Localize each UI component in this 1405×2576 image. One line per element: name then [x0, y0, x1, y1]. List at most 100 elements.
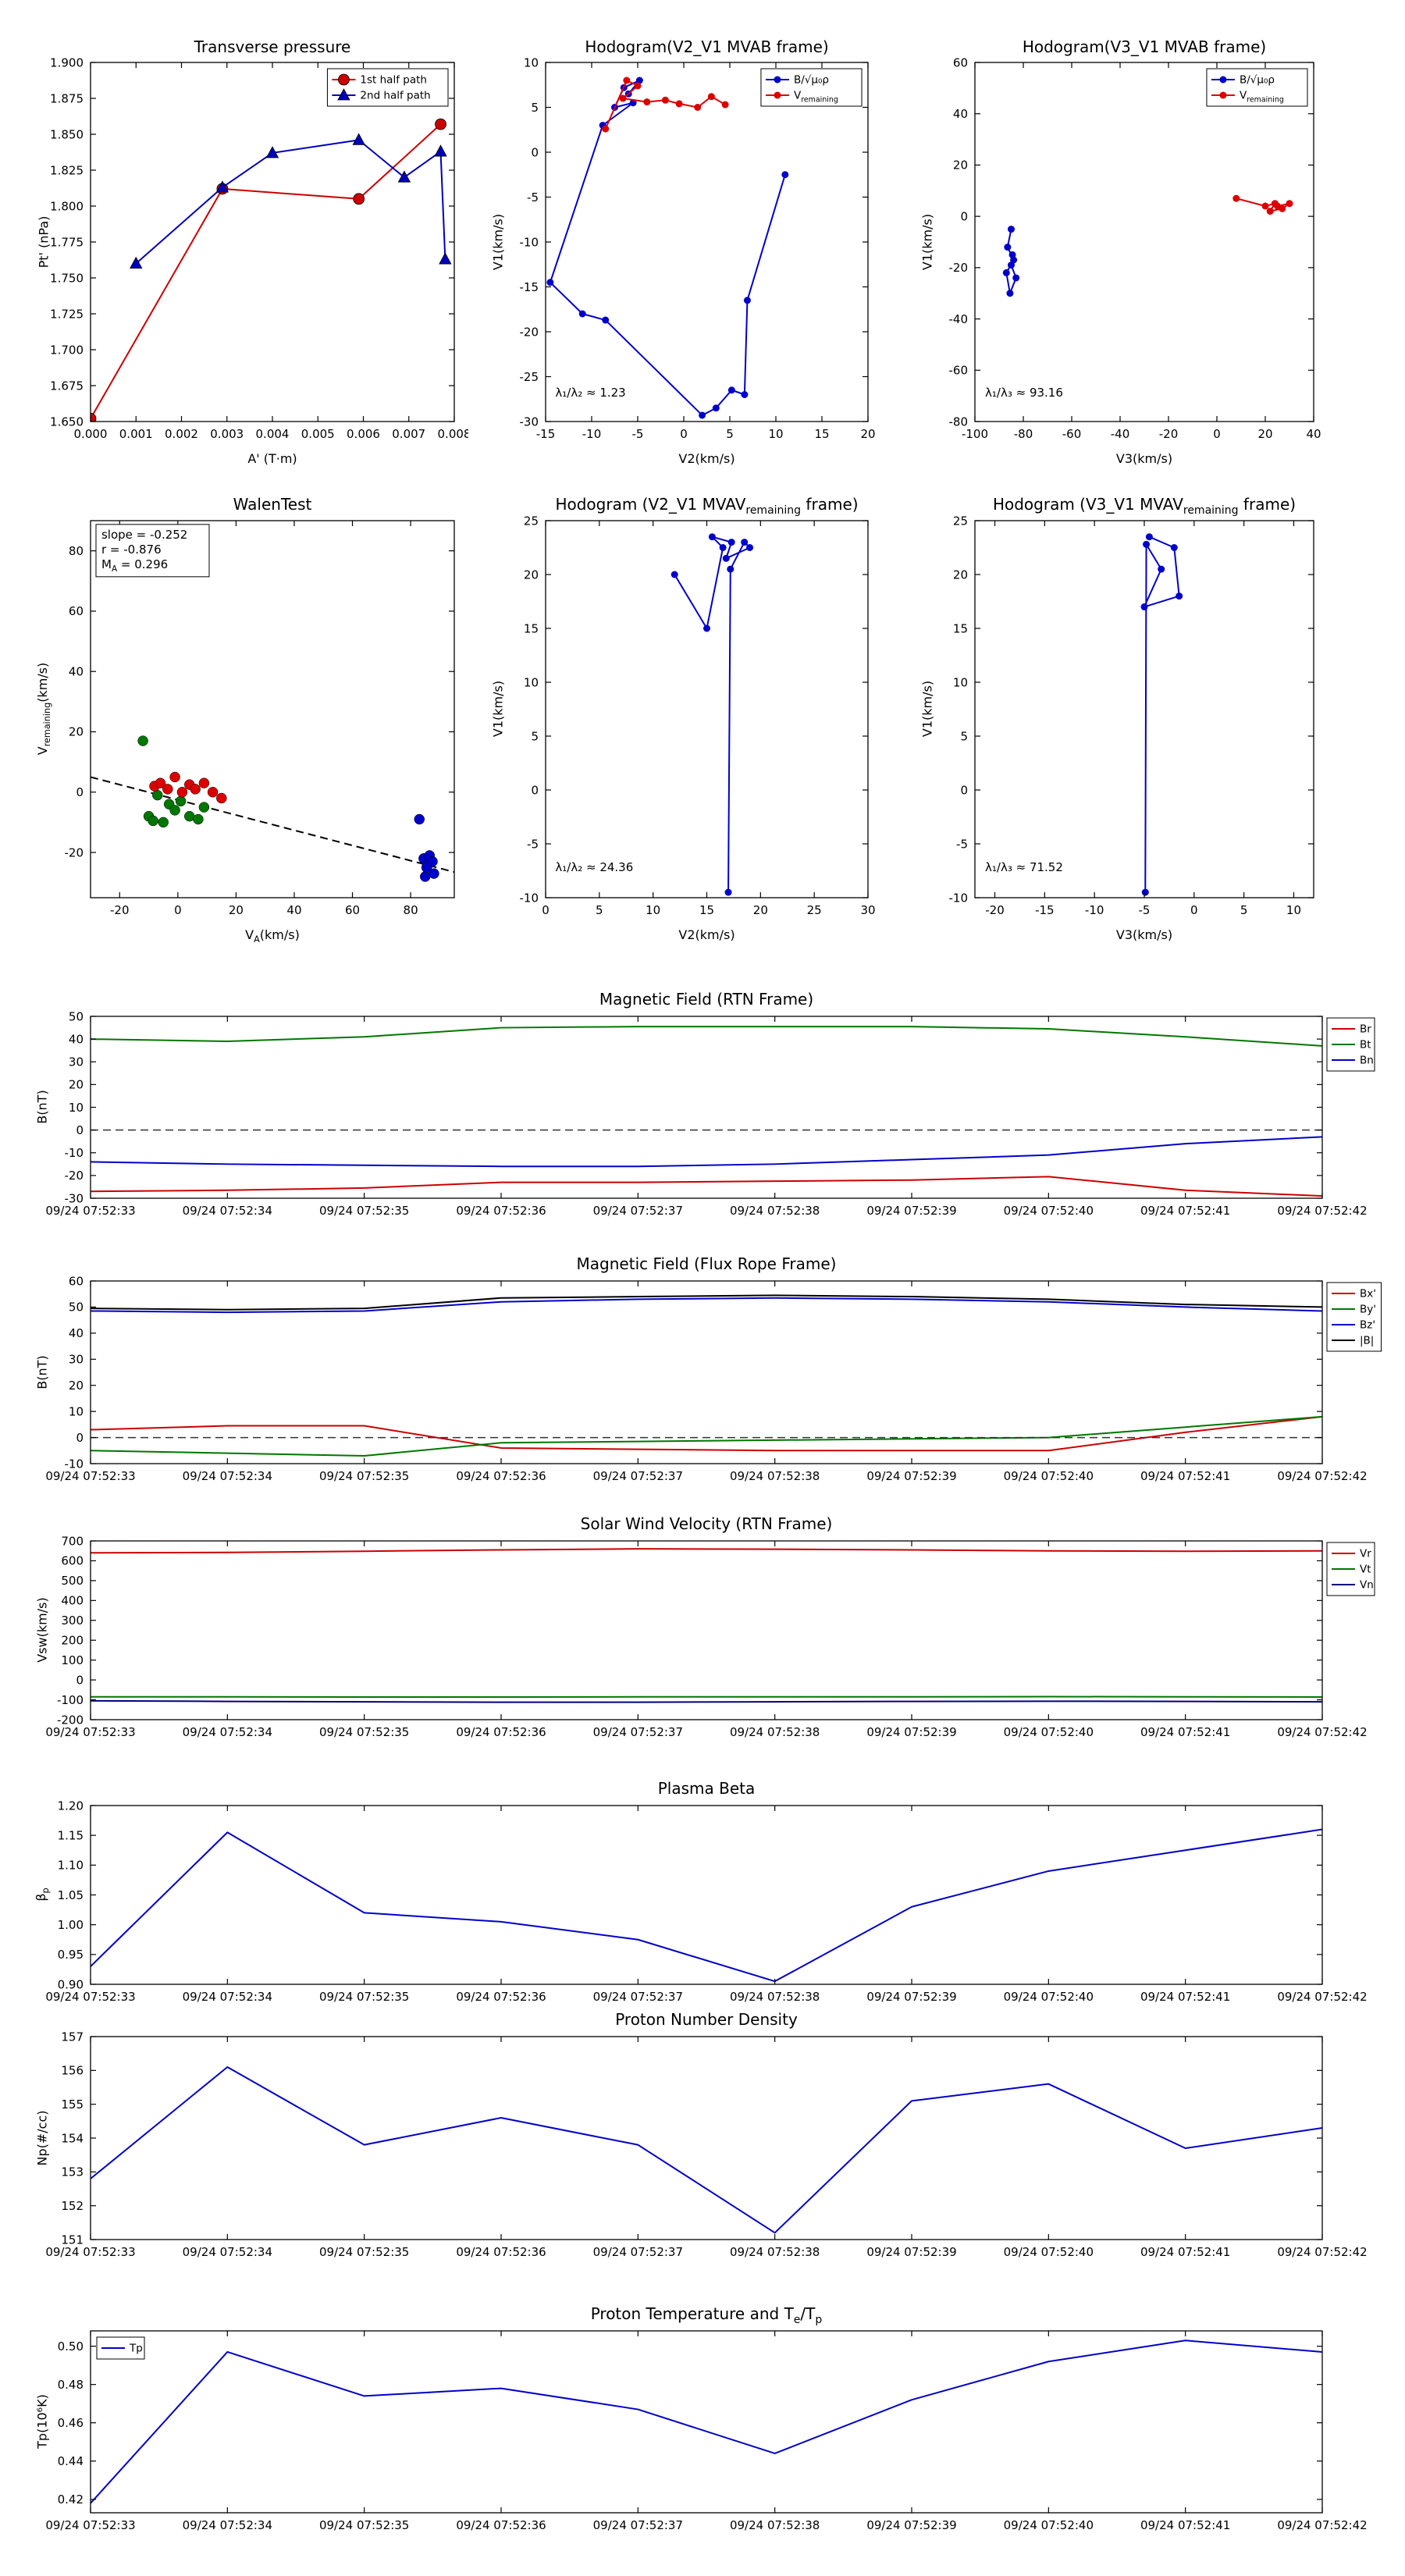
legend: B/√μ₀ρ Vremaining: [760, 68, 863, 107]
svg-text:09/24 07:52:33: 09/24 07:52:33: [45, 1469, 135, 1483]
y-axis-label: Pt' (nPa): [36, 215, 52, 269]
y-axis-label: B(nT): [34, 1355, 50, 1389]
svg-text:09/24 07:52:35: 09/24 07:52:35: [319, 1725, 409, 1739]
svg-text:1.650: 1.650: [50, 415, 84, 429]
svg-text:0: 0: [680, 427, 688, 441]
svg-text:09/24 07:52:38: 09/24 07:52:38: [730, 1469, 820, 1483]
svg-text:20: 20: [753, 903, 768, 917]
svg-text:200: 200: [61, 1633, 84, 1647]
svg-text:0: 0: [531, 145, 539, 159]
proton-density-plot: 09/24 07:52:33 09/24 07:52:34 09/24 07:52:…: [45, 2030, 1367, 2259]
svg-text:1.00: 1.00: [58, 1918, 84, 1932]
svg-text:500: 500: [61, 1574, 84, 1588]
hodogram-v3v1-mvav-plot: -20 -15 -10 -5 0 5 10 -10 -5 0 5 10 15 20 25 λ₁/λ₃ ≈ 71…: [949, 514, 1314, 917]
svg-text:20: 20: [69, 1078, 84, 1092]
svg-text:Bn: Bn: [1360, 1055, 1374, 1067]
chart-title: Hodogram(V3_V1 MVAB frame): [1022, 37, 1267, 56]
series-1st half path: [91, 123, 442, 419]
svg-text:-20: -20: [110, 903, 130, 917]
svg-text:09/24 07:52:41: 09/24 07:52:41: [1140, 1990, 1230, 2004]
series-V_{remaining}: [604, 80, 726, 130]
chart-plasma-beta: Plasma Beta βp 09/24 07:52:33 09/24 07:52…: [31, 1764, 1405, 2031]
series-Tp: [91, 2339, 1322, 2504]
hodogram-v2v1-mvab-plot: -15 -10 -5 0 5 10 15 20 -30 -25 -20 -15 -10 -5 0 5 10 B/√…: [520, 55, 876, 441]
svg-text:09/24 07:52:39: 09/24 07:52:39: [866, 1725, 956, 1739]
legend: B/√μ₀ρ Vremaining: [1206, 68, 1308, 107]
legend: Bx' By' Bz' |B|: [1326, 1282, 1382, 1352]
svg-text:0: 0: [76, 1123, 84, 1137]
svg-text:-5: -5: [527, 837, 539, 851]
svg-text:-20: -20: [65, 845, 84, 859]
svg-text:15: 15: [524, 621, 539, 635]
series-Bz': [91, 1297, 1322, 1314]
svg-text:09/24 07:52:34: 09/24 07:52:34: [183, 1204, 272, 1218]
chart-title: Proton Temperature and Te/Tp: [590, 2304, 823, 2326]
svg-text:09/24 07:52:35: 09/24 07:52:35: [319, 2245, 409, 2259]
svg-text:40: 40: [69, 1032, 84, 1046]
x-axis-label: VA(km/s): [245, 927, 300, 945]
svg-text:09/24 07:52:40: 09/24 07:52:40: [1004, 1204, 1094, 1218]
svg-text:0.008: 0.008: [438, 427, 468, 441]
svg-text:09/24 07:52:36: 09/24 07:52:36: [456, 1990, 546, 2004]
svg-text:10: 10: [646, 903, 660, 917]
legend: Vr Vt Vn: [1326, 1542, 1375, 1596]
svg-text:60: 60: [69, 604, 84, 618]
svg-text:09/24 07:52:40: 09/24 07:52:40: [1004, 1725, 1094, 1739]
svg-text:20: 20: [953, 568, 968, 582]
svg-text:-60: -60: [949, 364, 969, 378]
svg-text:5: 5: [960, 729, 968, 743]
chart-title: Hodogram (V2_V1 MVAVremaining frame): [555, 495, 859, 517]
svg-text:Vremaining: Vremaining: [794, 90, 838, 105]
chart-mag-field-flux-rope: Magnetic Field (Flux Rope Frame) B(nT) 0…: [31, 1241, 1405, 1510]
svg-text:-10: -10: [1085, 903, 1104, 917]
y-axis-label: Vsw(km/s): [34, 1597, 50, 1663]
svg-text:09/24 07:52:40: 09/24 07:52:40: [1004, 2245, 1094, 2259]
svg-text:|B|: |B|: [1360, 1335, 1374, 1347]
svg-text:Vr: Vr: [1360, 1548, 1371, 1560]
svg-text:-15: -15: [520, 280, 539, 294]
svg-text:1.10: 1.10: [58, 1859, 84, 1873]
svg-text:09/24 07:52:36: 09/24 07:52:36: [456, 1469, 546, 1483]
svg-text:10: 10: [69, 1404, 84, 1418]
svg-text:09/24 07:52:33: 09/24 07:52:33: [45, 1990, 135, 2004]
y-axis-label: Np(#/cc): [34, 2110, 50, 2166]
y-axis-label: V1(km/s): [919, 680, 935, 738]
svg-text:-10: -10: [520, 235, 539, 249]
svg-text:09/24 07:52:41: 09/24 07:52:41: [1140, 2245, 1230, 2259]
chart-mag-field-rtn: Magnetic Field (RTN Frame) B(nT) 09/24 0…: [31, 976, 1405, 1245]
svg-text:1.750: 1.750: [50, 271, 84, 285]
series-Br: [91, 1176, 1322, 1197]
svg-text:0.000: 0.000: [74, 427, 108, 441]
svg-text:09/24 07:52:34: 09/24 07:52:34: [183, 1990, 272, 2004]
svg-text:50: 50: [69, 1300, 84, 1315]
chart-title: WalenTest: [233, 495, 312, 514]
svg-text:0: 0: [174, 903, 182, 917]
svg-text:-15: -15: [536, 427, 556, 441]
y-axis-label: βp: [33, 1888, 52, 1902]
svg-text:0: 0: [960, 783, 968, 797]
svg-text:Vn: Vn: [1360, 1579, 1374, 1592]
svg-text:09/24 07:52:34: 09/24 07:52:34: [183, 1725, 272, 1739]
legend: 1st half path 2nd half path: [326, 68, 449, 107]
mag-field-flux-rope-plot: 09/24 07:52:33 09/24 07:52:34 09/24 07:52:…: [45, 1274, 1382, 1483]
svg-text:0.95: 0.95: [58, 1948, 84, 1962]
annotation: λ₁/λ₃ ≈ 71.52: [985, 860, 1063, 874]
svg-text:09/24 07:52:41: 09/24 07:52:41: [1140, 1204, 1230, 1218]
svg-text:0: 0: [1190, 903, 1198, 917]
svg-text:5: 5: [726, 427, 734, 441]
chart-walen-test: WalenTest Vremaining(km/s) VA(km/s) -20 0…: [31, 468, 468, 956]
svg-text:10: 10: [953, 675, 968, 689]
svg-text:09/24 07:52:33: 09/24 07:52:33: [45, 1204, 135, 1218]
svg-text:-5: -5: [527, 190, 539, 205]
svg-text:100: 100: [61, 1653, 84, 1667]
annotation: r = -0.876: [101, 543, 162, 557]
svg-text:09/24 07:52:38: 09/24 07:52:38: [730, 2245, 820, 2259]
svg-text:5: 5: [1240, 903, 1248, 917]
svg-text:0: 0: [76, 785, 84, 799]
svg-text:-80: -80: [949, 415, 969, 429]
series-|B|: [91, 1294, 1322, 1311]
annotation: λ₁/λ₂ ≈ 24.36: [555, 860, 633, 874]
svg-text:25: 25: [524, 514, 539, 528]
series-line: [91, 1828, 1322, 1983]
svg-text:09/24 07:52:38: 09/24 07:52:38: [730, 1204, 820, 1218]
